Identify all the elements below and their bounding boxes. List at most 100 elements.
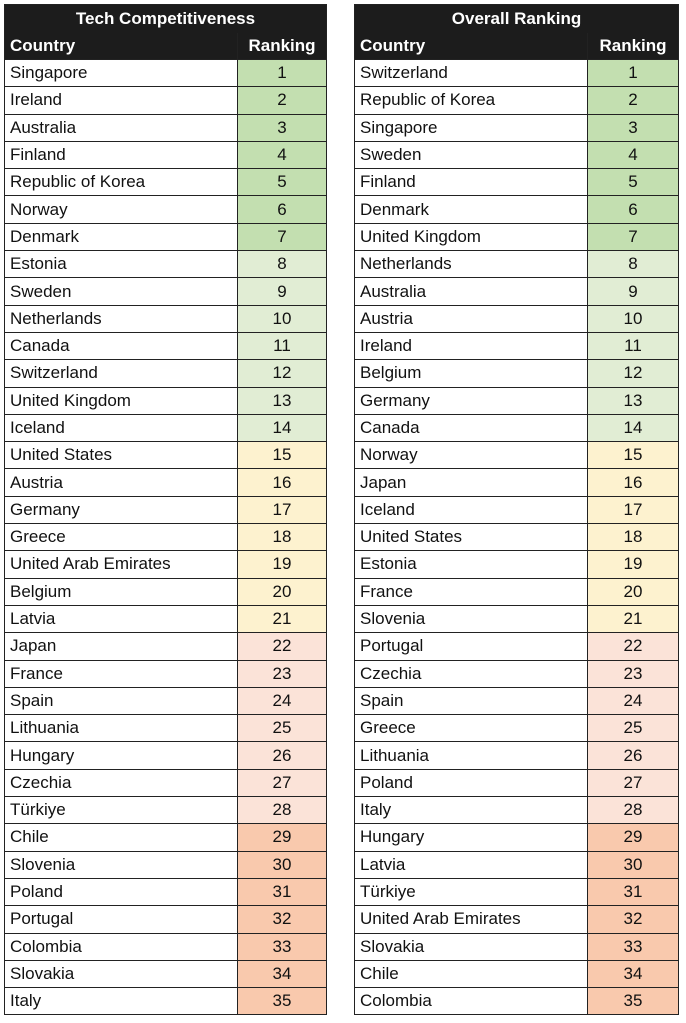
- country-cell: Iceland: [354, 495, 588, 525]
- country-cell: Latvia: [4, 604, 238, 634]
- table-row: Slovakia 34: [4, 959, 327, 989]
- table-row: Estonia 8: [4, 250, 327, 279]
- ranking-column-header: Ranking: [587, 33, 679, 60]
- ranking-cell: 6: [237, 195, 327, 224]
- ranking-cell: 27: [587, 768, 679, 798]
- ranking-cell: 4: [237, 140, 327, 170]
- ranking-cell: 35: [237, 987, 327, 1016]
- country-cell: Slovenia: [354, 604, 588, 634]
- country-cell: United States: [4, 441, 238, 470]
- ranking-cell: 15: [237, 441, 327, 470]
- table-row: Poland 27: [354, 768, 679, 798]
- ranking-cell: 1: [587, 58, 679, 88]
- ranking-cell: 28: [587, 796, 679, 825]
- ranking-cell: 2: [237, 86, 327, 115]
- ranking-cell: 14: [587, 413, 679, 443]
- country-cell: Republic of Korea: [354, 86, 588, 115]
- ranking-cell: 10: [237, 304, 327, 333]
- ranking-cell: 12: [237, 359, 327, 388]
- ranking-cell: 20: [587, 577, 679, 606]
- ranking-cell: 33: [237, 932, 327, 961]
- ranking-cell: 19: [237, 550, 327, 579]
- table-row: Austria 16: [4, 468, 327, 497]
- ranking-cell: 31: [237, 877, 327, 907]
- ranking-cell: 3: [237, 113, 327, 142]
- table-row: Ireland 11: [354, 331, 679, 361]
- ranking-cell: 4: [587, 140, 679, 170]
- table-row: France 20: [354, 577, 679, 606]
- table-row: Iceland 17: [354, 495, 679, 525]
- country-cell: Italy: [4, 987, 238, 1016]
- table-row: Lithuania 25: [4, 714, 327, 743]
- table-row: Chile 34: [354, 959, 679, 989]
- table-row: Greece 25: [354, 714, 679, 743]
- table-row: Netherlands 10: [4, 304, 327, 333]
- table-row: Ireland 2: [4, 86, 327, 115]
- country-cell: Italy: [354, 796, 588, 825]
- table-row: United Kingdom 7: [354, 222, 679, 252]
- table-row: Colombia 33: [4, 932, 327, 961]
- table-row: Germany 17: [4, 495, 327, 525]
- table-row: Portugal 22: [354, 632, 679, 661]
- country-cell: Netherlands: [4, 304, 238, 333]
- country-cell: Sweden: [4, 277, 238, 306]
- ranking-cell: 25: [587, 714, 679, 743]
- country-cell: Estonia: [354, 550, 588, 579]
- country-cell: Finland: [4, 140, 238, 170]
- table-row: Belgium 20: [4, 577, 327, 606]
- table-row: Republic of Korea 2: [354, 86, 679, 115]
- ranking-cell: 16: [587, 468, 679, 497]
- country-cell: Chile: [4, 823, 238, 852]
- ranking-cell: 7: [587, 222, 679, 252]
- table-row: Denmark 6: [354, 195, 679, 224]
- country-cell: Belgium: [4, 577, 238, 606]
- ranking-cell: 21: [237, 604, 327, 634]
- country-cell: Iceland: [4, 413, 238, 443]
- table-row: Germany 13: [354, 386, 679, 415]
- ranking-cell: 15: [587, 441, 679, 470]
- table-row: Singapore 1: [4, 58, 327, 88]
- country-cell: Austria: [4, 468, 238, 497]
- country-cell: Türkiye: [4, 796, 238, 825]
- table-row: Canada 11: [4, 331, 327, 361]
- country-cell: Finland: [354, 168, 588, 197]
- table-row: Greece 18: [4, 523, 327, 552]
- ranking-cell: 13: [587, 386, 679, 415]
- country-cell: Canada: [4, 331, 238, 361]
- table-row: Türkiye 28: [4, 796, 327, 825]
- table-row: United Kingdom 13: [4, 386, 327, 415]
- ranking-cell: 11: [237, 331, 327, 361]
- table-row: Poland 31: [4, 877, 327, 907]
- country-cell: Norway: [4, 195, 238, 224]
- table-row: Japan 16: [354, 468, 679, 497]
- table-row: Estonia 19: [354, 550, 679, 579]
- table-row: Norway 15: [354, 441, 679, 470]
- table-row: Japan 22: [4, 632, 327, 661]
- table-row: Hungary 29: [354, 823, 679, 852]
- table-row: Singapore 3: [354, 113, 679, 142]
- table-title: Tech Competitiveness: [4, 4, 327, 33]
- country-cell: United Arab Emirates: [4, 550, 238, 579]
- table-row: Italy 28: [354, 796, 679, 825]
- ranking-cell: 28: [237, 796, 327, 825]
- ranking-cell: 24: [237, 686, 327, 716]
- table-row: Spain 24: [354, 686, 679, 716]
- country-cell: United Arab Emirates: [354, 905, 588, 934]
- table-row: Lithuania 26: [354, 741, 679, 770]
- country-cell: Czechia: [354, 659, 588, 688]
- table-row: Finland 5: [354, 168, 679, 197]
- country-cell: Colombia: [4, 932, 238, 961]
- country-cell: Chile: [354, 959, 588, 989]
- country-cell: Switzerland: [354, 58, 588, 88]
- table-row: Finland 4: [4, 140, 327, 170]
- country-cell: Norway: [354, 441, 588, 470]
- table-row: Sweden 9: [4, 277, 327, 306]
- country-cell: France: [354, 577, 588, 606]
- ranking-cell: 32: [237, 905, 327, 934]
- ranking-cell: 17: [587, 495, 679, 525]
- table-row: United States 18: [354, 523, 679, 552]
- table-row: Latvia 30: [354, 850, 679, 879]
- table-row: Australia 3: [4, 113, 327, 142]
- ranking-cell: 23: [237, 659, 327, 688]
- table-row: Belgium 12: [354, 359, 679, 388]
